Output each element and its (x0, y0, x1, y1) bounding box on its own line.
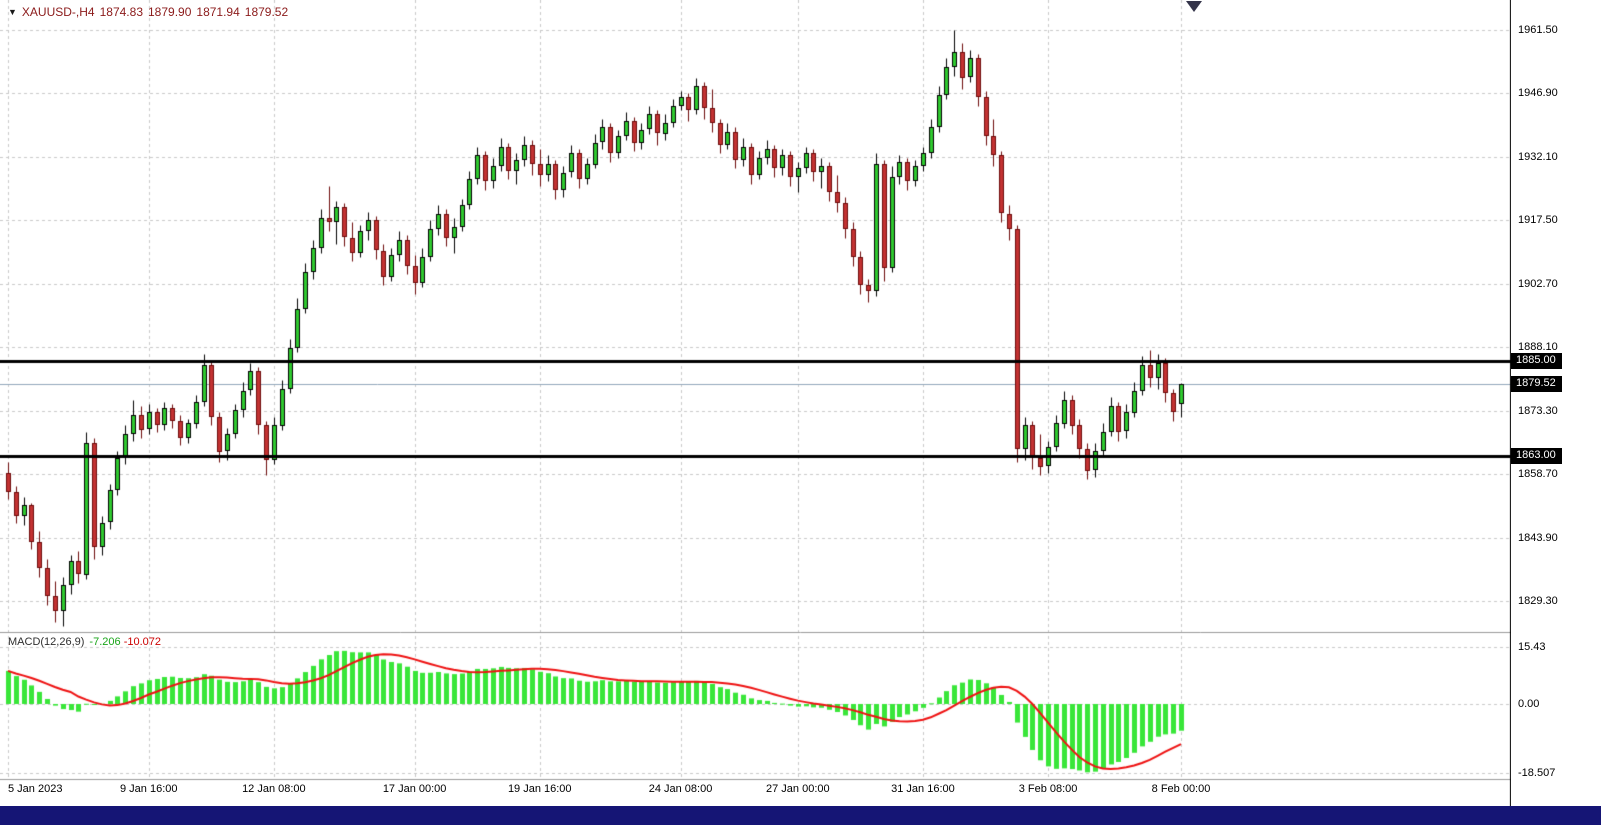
low-value: 1871.94 (196, 5, 240, 19)
price-level-label: 1863.00 (1511, 447, 1562, 464)
price-axis-tick: 1858.70 (1518, 468, 1558, 481)
price-axis[interactable]: 1961.50 1946.90 1932.10 1917.50 1902.70 1888.… (1511, 0, 1601, 806)
macd-main-value: -7.206 (89, 636, 121, 648)
time-axis-tick: 5 Jan 2023 (8, 783, 63, 795)
price-axis-tick: 1902.70 (1518, 278, 1558, 291)
macd-axis-tick: -18.507 (1518, 766, 1556, 779)
time-axis-tick: 12 Jan 08:00 (242, 783, 306, 795)
time-axis-tick: 8 Feb 00:00 (1151, 783, 1211, 795)
price-axis-tick: 1932.10 (1518, 151, 1558, 164)
price-axis-tick: 1888.10 (1518, 341, 1558, 354)
open-value: 1874.83 (99, 5, 143, 19)
time-axis-tick: 24 Jan 08:00 (648, 783, 713, 795)
high-value: 1879.90 (148, 5, 192, 19)
macd-axis-tick: 15.43 (1518, 640, 1546, 653)
price-chart-canvas[interactable] (0, 0, 1601, 806)
price-axis-tick: 1961.50 (1518, 24, 1558, 37)
macd-title: MACD(12,26,9) (8, 636, 85, 648)
time-axis-tick: 9 Jan 16:00 (120, 783, 178, 795)
symbol-ohlc-readout: ▼ XAUUSD-,H4 1874.83 1879.90 1871.94 1879.52 (8, 5, 293, 19)
chart-shift-icon[interactable] (1186, 1, 1202, 12)
price-level-label: 1885.00 (1511, 352, 1562, 369)
time-axis-tick: 3 Feb 08:00 (1018, 783, 1078, 795)
time-axis-tick: 19 Jan 16:00 (507, 783, 572, 795)
symbol-period-label: XAUUSD-,H4 (21, 5, 95, 19)
price-level-label: 1879.52 (1511, 376, 1562, 393)
symbol-expand-icon[interactable]: ▼ (8, 7, 17, 17)
time-axis[interactable]: 5 Jan 2023 9 Jan 16:00 12 Jan 08:00 17 Jan … (0, 779, 1510, 801)
window-bottom-bar (0, 806, 1601, 825)
price-axis-tick: 1873.30 (1518, 405, 1558, 418)
macd-signal-value: -10.072 (123, 636, 161, 648)
close-value: 1879.52 (244, 5, 289, 19)
price-axis-tick: 1946.90 (1518, 87, 1558, 100)
price-axis-tick: 1917.50 (1518, 214, 1558, 227)
price-axis-tick: 1843.90 (1518, 532, 1558, 545)
price-axis-tick: 1829.30 (1518, 595, 1558, 608)
time-axis-tick: 17 Jan 00:00 (382, 783, 447, 795)
time-axis-tick: 27 Jan 00:00 (766, 783, 830, 795)
time-axis-tick: 31 Jan 16:00 (891, 783, 955, 795)
macd-indicator-label: MACD(12,26,9) -7.206 -10.072 (8, 636, 161, 648)
macd-axis-tick: 0.00 (1518, 698, 1540, 710)
